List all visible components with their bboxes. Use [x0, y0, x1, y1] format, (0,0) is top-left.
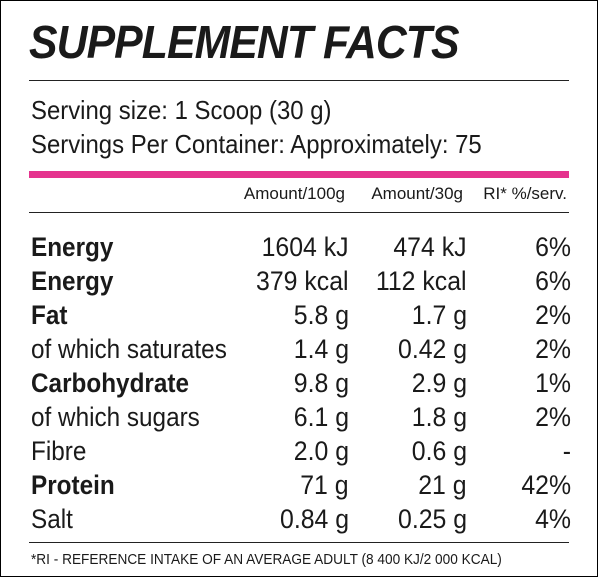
servings-per-container: Servings Per Container: Approximately: 7…: [31, 129, 482, 159]
nutrient-name: Energy: [31, 266, 114, 296]
amount-per30: 0.42 g: [397, 334, 467, 364]
table-row: Fibre 2.0 g 0.6 g -: [1, 438, 600, 472]
table-row: Energy 1604 kJ 474 kJ 6%: [1, 234, 600, 268]
ri-percent: 2%: [535, 402, 571, 432]
ri-percent: 2%: [535, 300, 571, 330]
serving-size: Serving size: 1 Scoop (30 g): [31, 95, 332, 125]
ri-percent: 6%: [535, 266, 571, 296]
footer-divider: [29, 542, 569, 543]
nutrient-name: Protein: [31, 470, 115, 500]
nutrient-name: Fibre: [31, 436, 87, 466]
amount-per100: 2.0 g: [293, 436, 349, 466]
column-header-per30: Amount/30g: [371, 184, 463, 203]
column-header-ri: RI* %/serv.: [483, 184, 567, 203]
ri-percent: 4%: [535, 504, 571, 534]
table-row: Salt 0.84 g 0.25 g 4%: [1, 506, 600, 540]
amount-per100: 379 kcal: [256, 266, 349, 296]
nutrient-name: Carbohydrate: [31, 368, 189, 398]
amount-per100: 5.8 g: [293, 300, 349, 330]
table-row: Energy 379 kcal 112 kcal 6%: [1, 268, 600, 302]
ri-percent: 1%: [535, 368, 571, 398]
amount-per30: 1.7 g: [411, 300, 467, 330]
table-row: of which sugars 6.1 g 1.8 g 2%: [1, 404, 600, 438]
ri-percent: 42%: [521, 470, 571, 500]
amount-per30: 1.8 g: [411, 402, 467, 432]
amount-per100: 71 g: [300, 470, 349, 500]
nutrient-name: of which saturates: [31, 334, 227, 364]
amount-per100: 6.1 g: [293, 402, 349, 432]
amount-per30: 112 kcal: [376, 266, 467, 296]
accent-bar: [29, 171, 569, 178]
page-title: SUPPLEMENT FACTS: [29, 16, 460, 68]
table-row: Fat 5.8 g 1.7 g 2%: [1, 302, 600, 336]
amount-per100: 1604 kJ: [261, 232, 349, 262]
ri-percent: -: [562, 436, 571, 466]
nutrient-name: Energy: [31, 232, 114, 262]
nutrient-name: of which sugars: [31, 402, 200, 432]
amount-per30: 21 g: [418, 470, 467, 500]
table-row: Protein 71 g 21 g 42%: [1, 472, 600, 506]
amount-per30: 0.25 g: [397, 504, 467, 534]
amount-per100: 9.8 g: [293, 368, 349, 398]
ri-percent: 6%: [535, 232, 571, 262]
table-row: Carbohydrate 9.8 g 2.9 g 1%: [1, 370, 600, 404]
header-divider: [29, 212, 569, 213]
ri-percent: 2%: [535, 334, 571, 364]
title-divider: [29, 80, 569, 81]
nutrient-name: Fat: [31, 300, 68, 330]
table-row: of which saturates 1.4 g 0.42 g 2%: [1, 336, 600, 370]
nutrient-name: Salt: [31, 504, 73, 534]
amount-per30: 2.9 g: [411, 368, 467, 398]
amount-per100: 1.4 g: [293, 334, 349, 364]
amount-per100: 0.84 g: [279, 504, 349, 534]
footnote: *RI - REFERENCE INTAKE OF AN AVERAGE ADU…: [31, 551, 502, 568]
column-header-per100: Amount/100g: [243, 184, 345, 203]
amount-per30: 474 kJ: [393, 232, 467, 262]
amount-per30: 0.6 g: [411, 436, 467, 466]
